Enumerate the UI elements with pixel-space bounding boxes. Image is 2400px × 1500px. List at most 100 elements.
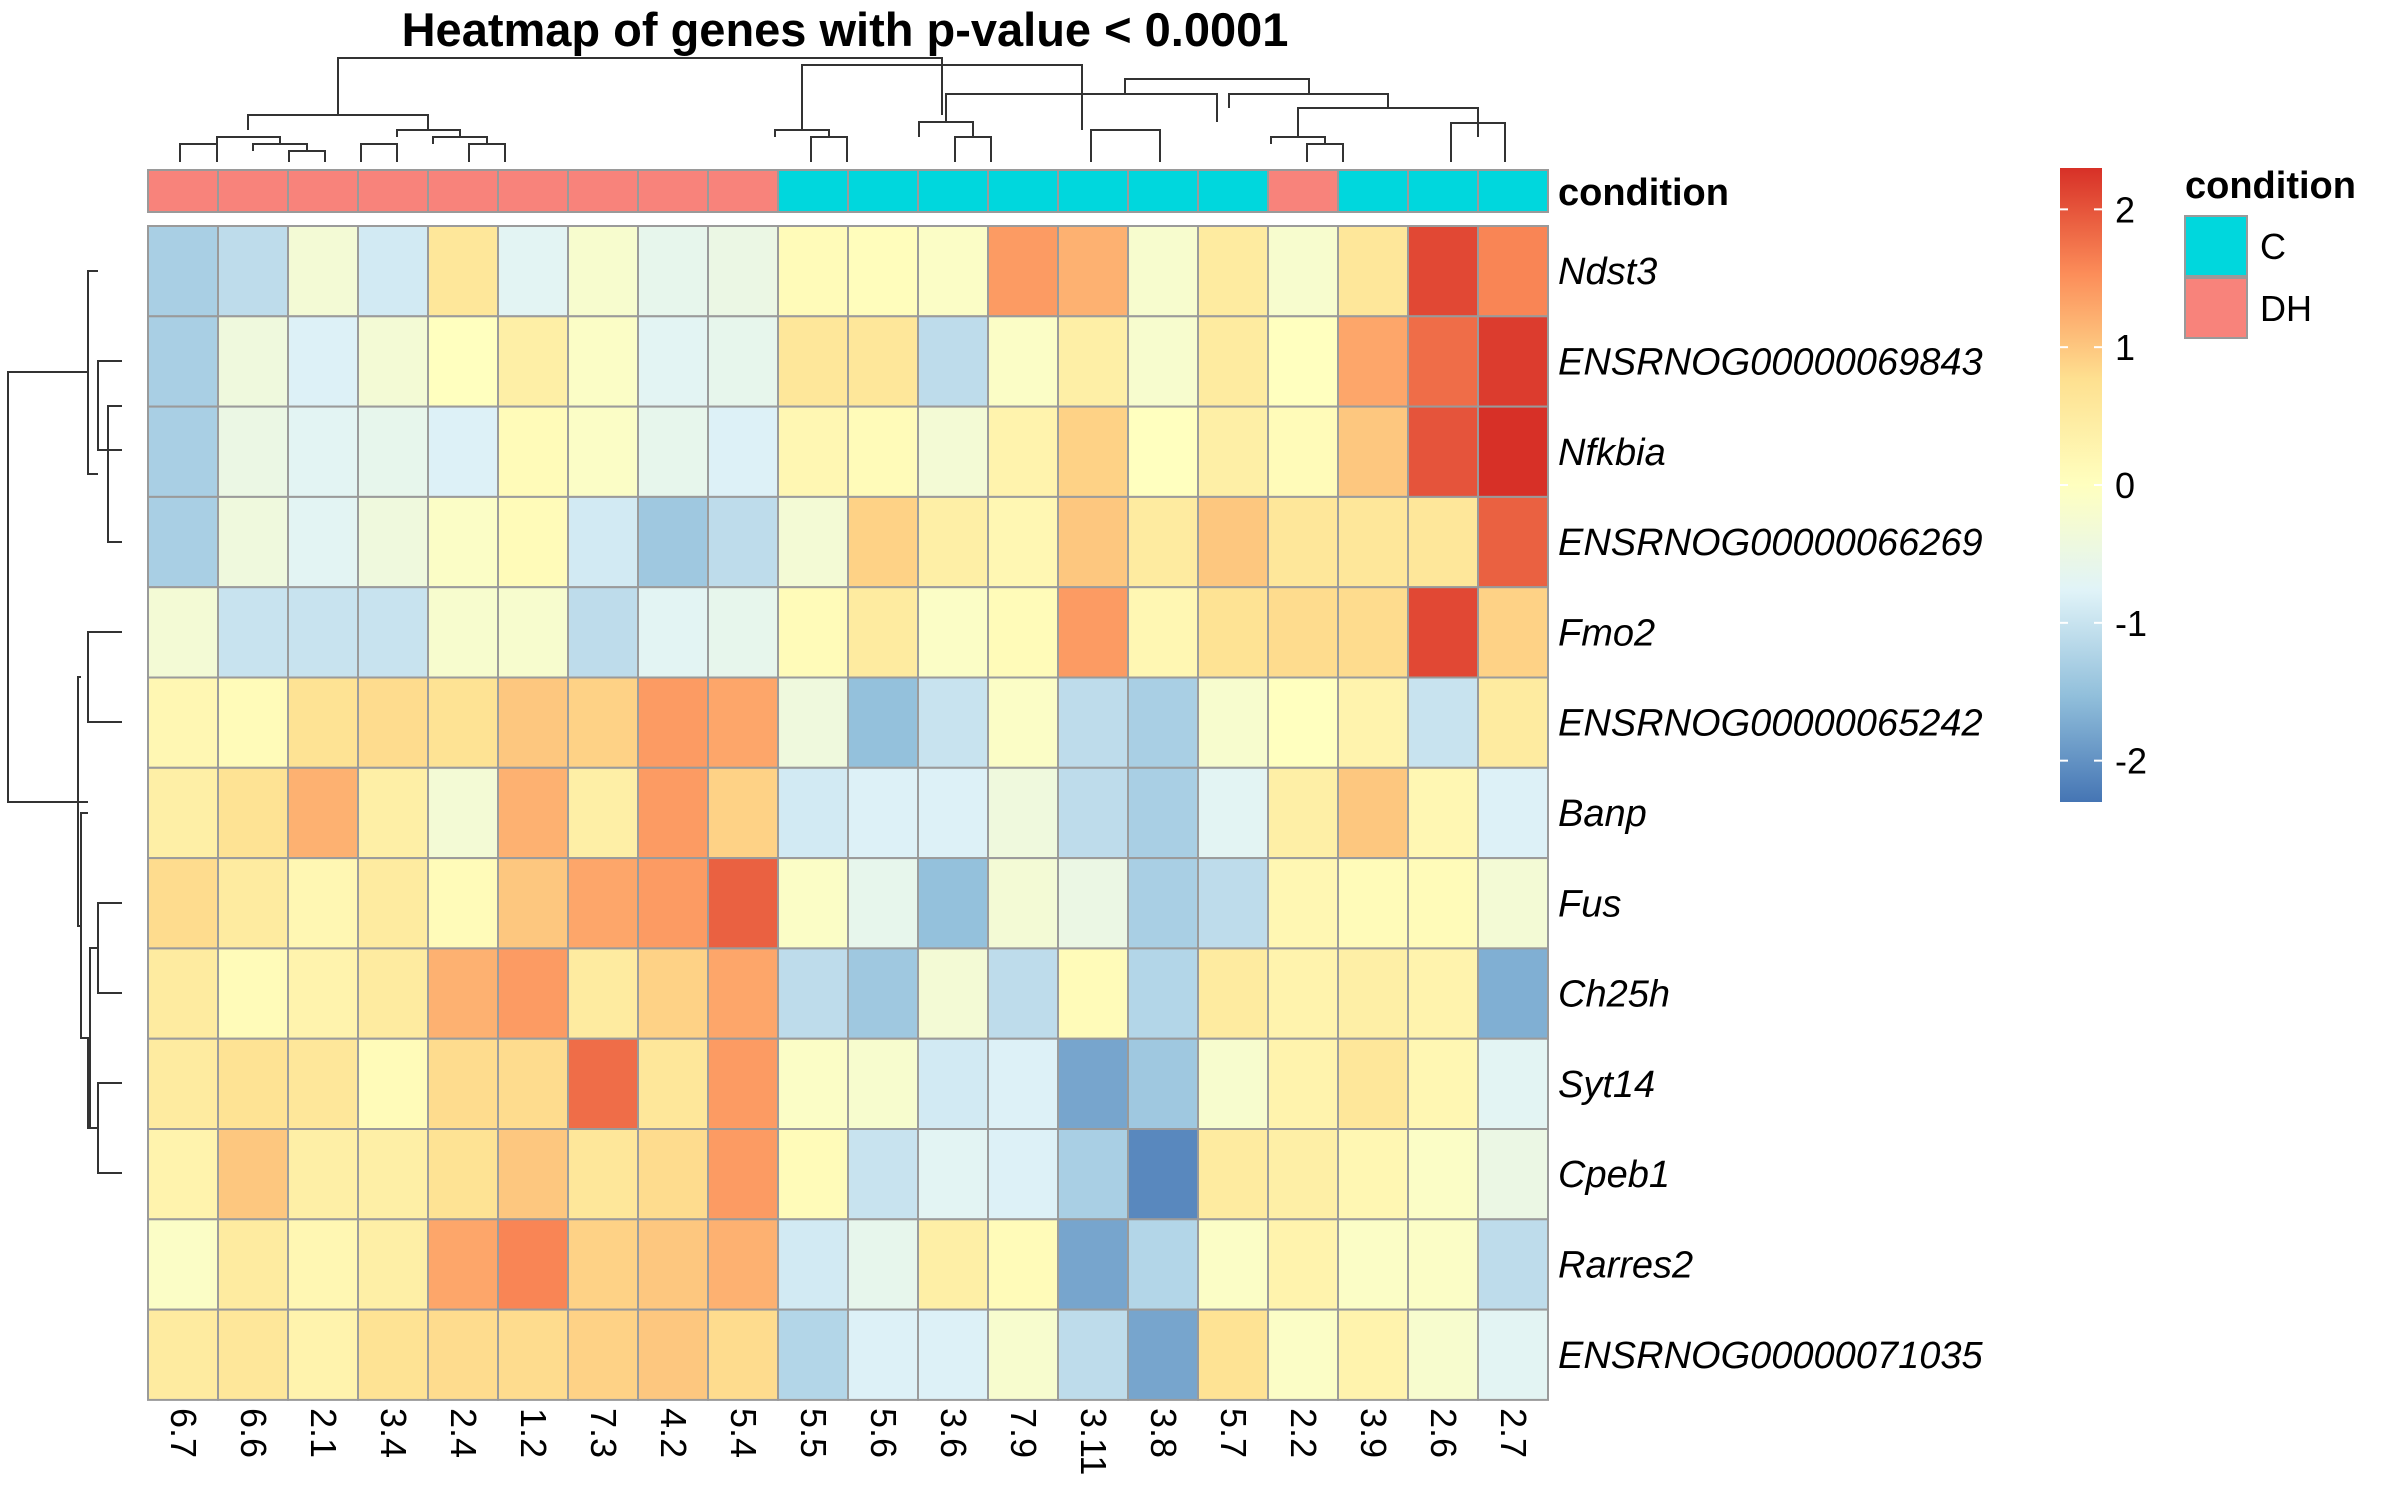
heatmap-cell [287, 857, 359, 950]
heatmap-cell [1477, 315, 1549, 408]
heatmap-cell [357, 1128, 429, 1221]
heatmap-cell [147, 1037, 219, 1130]
heatmap-cell [917, 857, 989, 950]
annotation-cell [777, 169, 849, 213]
heatmap-cell [777, 586, 849, 679]
heatmap-cell [707, 947, 779, 1040]
column-label: 3.8 [1143, 1408, 1184, 1458]
heatmap-cell [567, 1037, 639, 1130]
heatmap-cell [1127, 676, 1199, 769]
heatmap-cell [847, 1218, 919, 1311]
heatmap-cell [1197, 405, 1269, 498]
annotation-cell [287, 169, 359, 213]
colorbar-tick-label: -1 [2115, 603, 2147, 644]
heatmap-cell [777, 1037, 849, 1130]
heatmap-cell [847, 1037, 919, 1130]
dendrogram-branch [432, 136, 488, 144]
row-labels: Ndst3 ENSRNOG00000069843 Nfkbia ENSRNOG0000… [1558, 251, 1983, 1377]
heatmap-cell [847, 766, 919, 860]
heatmap-cell [357, 947, 429, 1040]
heatmap-cell [497, 947, 569, 1040]
column-label: 1.2 [513, 1408, 554, 1458]
heatmap-cell [1337, 586, 1409, 679]
heatmap-cell [1407, 1308, 1479, 1401]
heatmap-cell [1407, 315, 1479, 408]
heatmap-cell [497, 857, 569, 950]
heatmap-cell [1057, 1218, 1129, 1311]
heatmap-cell [707, 1037, 779, 1130]
heatmap-cell [777, 495, 849, 589]
heatmap-cell [1127, 766, 1199, 860]
heatmap-cell [147, 1128, 219, 1221]
heatmap-cell [1197, 676, 1269, 769]
dendrogram-branch [252, 143, 308, 151]
heatmap-cell [637, 1308, 709, 1401]
heatmap-cell [917, 1308, 989, 1401]
dendrogram-branch [7, 371, 88, 803]
heatmap-cell [1197, 315, 1269, 408]
heatmap-cell [917, 766, 989, 860]
heatmap-cell [917, 1128, 989, 1221]
heatmap-cell [847, 495, 919, 589]
column-label: 3.4 [373, 1408, 414, 1458]
heatmap-cell [1477, 1308, 1549, 1401]
heatmap-cell [567, 766, 639, 860]
heatmap-cell [357, 1308, 429, 1401]
heatmap-cell [217, 857, 289, 950]
heatmap-cell [637, 495, 709, 589]
colorbar-ticks: 2 1 0 -1 -2 [2060, 189, 2147, 782]
heatmap-cell [1197, 947, 1269, 1040]
heatmap-cell [217, 766, 289, 860]
annotation-cell [1407, 169, 1479, 213]
heatmap-cell [1197, 1218, 1269, 1311]
heatmap-cell [1267, 586, 1339, 679]
heatmap-cell [987, 766, 1059, 860]
heatmap-cell [1337, 495, 1409, 589]
heatmap-cell [1267, 676, 1339, 769]
heatmap-cell [1197, 1308, 1269, 1401]
heatmap-cell [287, 315, 359, 408]
heatmap-cell [1477, 1218, 1549, 1311]
annotation-cell [1477, 169, 1549, 213]
heatmap-cell [287, 1308, 359, 1401]
heatmap-cell [1267, 1308, 1339, 1401]
dendrogram-branch [1270, 136, 1326, 144]
heatmap-cell [427, 947, 499, 1040]
colorbar-tick-label: 0 [2115, 465, 2135, 506]
heatmap-cell [1197, 1128, 1269, 1221]
heatmap-cell [1197, 225, 1269, 318]
heatmap-cell [637, 676, 709, 769]
heatmap-cell [1407, 1218, 1479, 1311]
heatmap-cell [1197, 857, 1269, 950]
dendrogram-branch [954, 136, 992, 162]
heatmap-cell [1477, 586, 1549, 679]
heatmap-cell [357, 1218, 429, 1311]
heatmap-cell [777, 676, 849, 769]
heatmap-cell [777, 225, 849, 318]
dendrogram-branch [247, 114, 429, 130]
column-label: 3.9 [1353, 1408, 1394, 1458]
heatmap-cell [497, 1128, 569, 1221]
annotation-cell [847, 169, 919, 213]
heatmap-cell [637, 947, 709, 1040]
annotation-cell [427, 169, 499, 213]
annotation-cell [1057, 169, 1129, 213]
heatmap-cell [357, 857, 429, 950]
column-label: 2.4 [443, 1408, 484, 1458]
heatmap-cell [427, 676, 499, 769]
heatmap-cell [987, 1037, 1059, 1130]
heatmap-cell [1267, 1218, 1339, 1311]
heatmap-cell [1337, 857, 1409, 950]
annotation-cell [637, 169, 709, 213]
dendrogram-branch [89, 947, 98, 1129]
dendrogram-branch [179, 143, 218, 162]
heatmap-cell [987, 315, 1059, 408]
heatmap-cell [1197, 766, 1269, 860]
column-label: 2.7 [1493, 1408, 1534, 1458]
heatmap-cell [497, 225, 569, 318]
row-label: Ndst3 [1558, 251, 1657, 293]
annotation-cell [147, 169, 219, 213]
heatmap-cell [147, 315, 219, 408]
dendrogram-branch [396, 129, 461, 137]
heatmap-cell [637, 1218, 709, 1311]
